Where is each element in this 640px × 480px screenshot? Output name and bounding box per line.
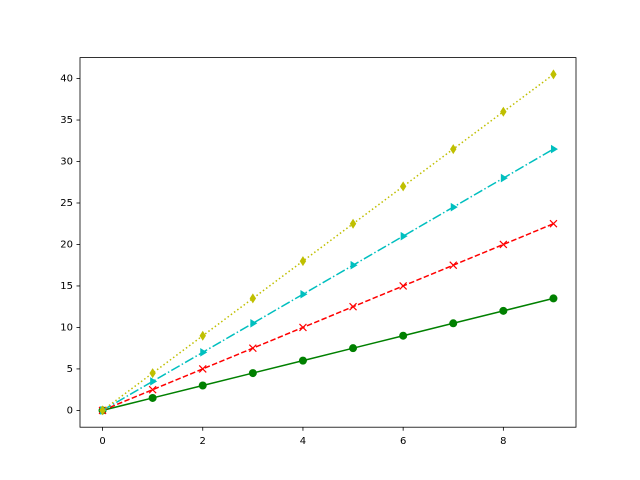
point bbox=[549, 219, 558, 228]
point-stroke bbox=[549, 219, 558, 228]
point bbox=[149, 368, 156, 379]
point bbox=[299, 323, 307, 332]
point bbox=[500, 173, 508, 183]
point bbox=[449, 261, 458, 270]
y-tick-label: 30 bbox=[60, 157, 73, 168]
point bbox=[499, 306, 508, 315]
point bbox=[450, 202, 458, 212]
point-stroke bbox=[449, 261, 458, 270]
point bbox=[399, 282, 408, 290]
point bbox=[248, 369, 257, 378]
point bbox=[250, 318, 258, 328]
y-tick-label: 25 bbox=[60, 198, 73, 209]
x-tick-label: 0 bbox=[99, 436, 105, 447]
point bbox=[99, 405, 106, 416]
point-stroke bbox=[499, 240, 508, 249]
y-tick-label: 35 bbox=[60, 115, 73, 126]
point-stroke bbox=[198, 364, 207, 373]
point bbox=[148, 385, 157, 394]
point-stroke bbox=[399, 282, 408, 290]
point bbox=[150, 377, 158, 386]
point bbox=[298, 356, 307, 365]
point bbox=[198, 364, 207, 373]
point bbox=[299, 256, 307, 267]
point-stroke bbox=[148, 385, 157, 394]
point bbox=[500, 106, 507, 117]
x-tick-label: 6 bbox=[400, 436, 406, 447]
point bbox=[148, 393, 157, 402]
series-line bbox=[102, 73, 554, 412]
y-tick-label: 0 bbox=[67, 405, 73, 416]
y-tick-label: 15 bbox=[60, 281, 73, 292]
series-line bbox=[102, 223, 554, 412]
y-tick-label: 20 bbox=[60, 239, 73, 250]
y-tick-label: 40 bbox=[60, 74, 73, 85]
point bbox=[550, 69, 557, 80]
point bbox=[349, 302, 357, 311]
point bbox=[349, 218, 357, 229]
series-line bbox=[102, 297, 554, 412]
point bbox=[400, 231, 408, 241]
point-stroke bbox=[299, 323, 307, 332]
series-line bbox=[102, 148, 554, 412]
point bbox=[349, 344, 358, 353]
point-stroke bbox=[248, 344, 257, 353]
point bbox=[199, 330, 206, 341]
point bbox=[300, 289, 308, 299]
point bbox=[399, 181, 407, 192]
point bbox=[450, 144, 457, 155]
point bbox=[549, 294, 558, 303]
point bbox=[350, 260, 358, 270]
point bbox=[550, 144, 558, 154]
y-tick-label: 5 bbox=[67, 364, 73, 375]
point bbox=[198, 381, 207, 390]
point bbox=[200, 348, 208, 357]
point bbox=[249, 293, 257, 304]
point bbox=[399, 331, 408, 340]
point-stroke bbox=[349, 302, 357, 311]
x-tick-label: 4 bbox=[300, 436, 306, 447]
plot-frame bbox=[79, 57, 577, 428]
x-tick-label: 2 bbox=[200, 436, 206, 447]
x-tick-label: 8 bbox=[500, 436, 506, 447]
point bbox=[499, 240, 508, 249]
y-tick-label: 10 bbox=[60, 322, 73, 333]
point bbox=[248, 344, 257, 353]
point bbox=[449, 319, 458, 328]
